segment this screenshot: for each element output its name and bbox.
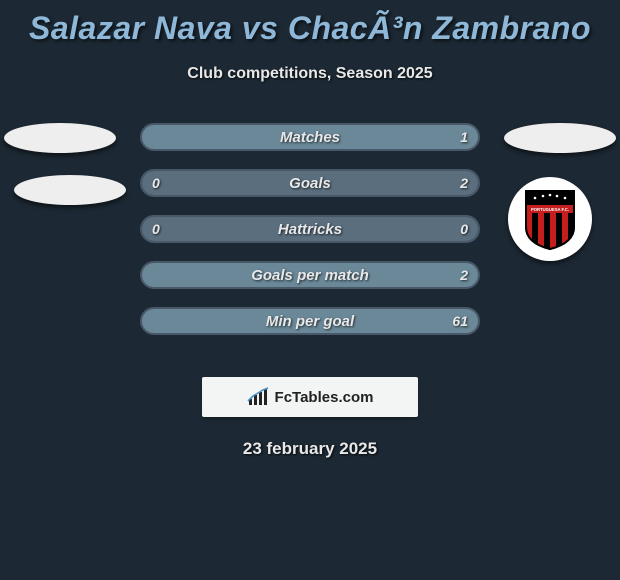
stat-value-right: 61 — [452, 309, 468, 333]
stat-row: Matches1 — [140, 123, 480, 151]
stat-label: Goals per match — [142, 263, 478, 287]
shield-icon: PORTUGUESA F.C. — [522, 187, 578, 251]
stat-value-right: 2 — [460, 171, 468, 195]
stat-label: Matches — [142, 125, 478, 149]
comparison-content: Matches10Goals20Hattricks0Goals per matc… — [0, 123, 620, 353]
stat-value-right: 2 — [460, 263, 468, 287]
svg-text:PORTUGUESA F.C.: PORTUGUESA F.C. — [531, 207, 569, 212]
brand-box: FcTables.com — [202, 377, 418, 417]
date-text: 23 february 2025 — [0, 439, 620, 459]
comparison-subtitle: Club competitions, Season 2025 — [0, 65, 620, 83]
stat-row: 0Goals2 — [140, 169, 480, 197]
stat-value-right: 0 — [460, 217, 468, 241]
stat-row: Min per goal61 — [140, 307, 480, 335]
brand-chart-icon — [247, 387, 269, 407]
stat-label: Min per goal — [142, 309, 478, 333]
comparison-title: Salazar Nava vs ChacÃ³n Zambrano — [0, 0, 620, 47]
placeholder-ellipse — [14, 175, 126, 205]
brand-text: FcTables.com — [275, 389, 374, 406]
club-badge: PORTUGUESA F.C. — [508, 177, 592, 261]
stat-row: 0Hattricks0 — [140, 215, 480, 243]
stat-value-right: 1 — [460, 125, 468, 149]
placeholder-ellipse — [504, 123, 616, 153]
stat-label: Goals — [142, 171, 478, 195]
stat-row: Goals per match2 — [140, 261, 480, 289]
placeholder-ellipse — [4, 123, 116, 153]
stat-label: Hattricks — [142, 217, 478, 241]
stat-bars: Matches10Goals20Hattricks0Goals per matc… — [140, 123, 480, 353]
